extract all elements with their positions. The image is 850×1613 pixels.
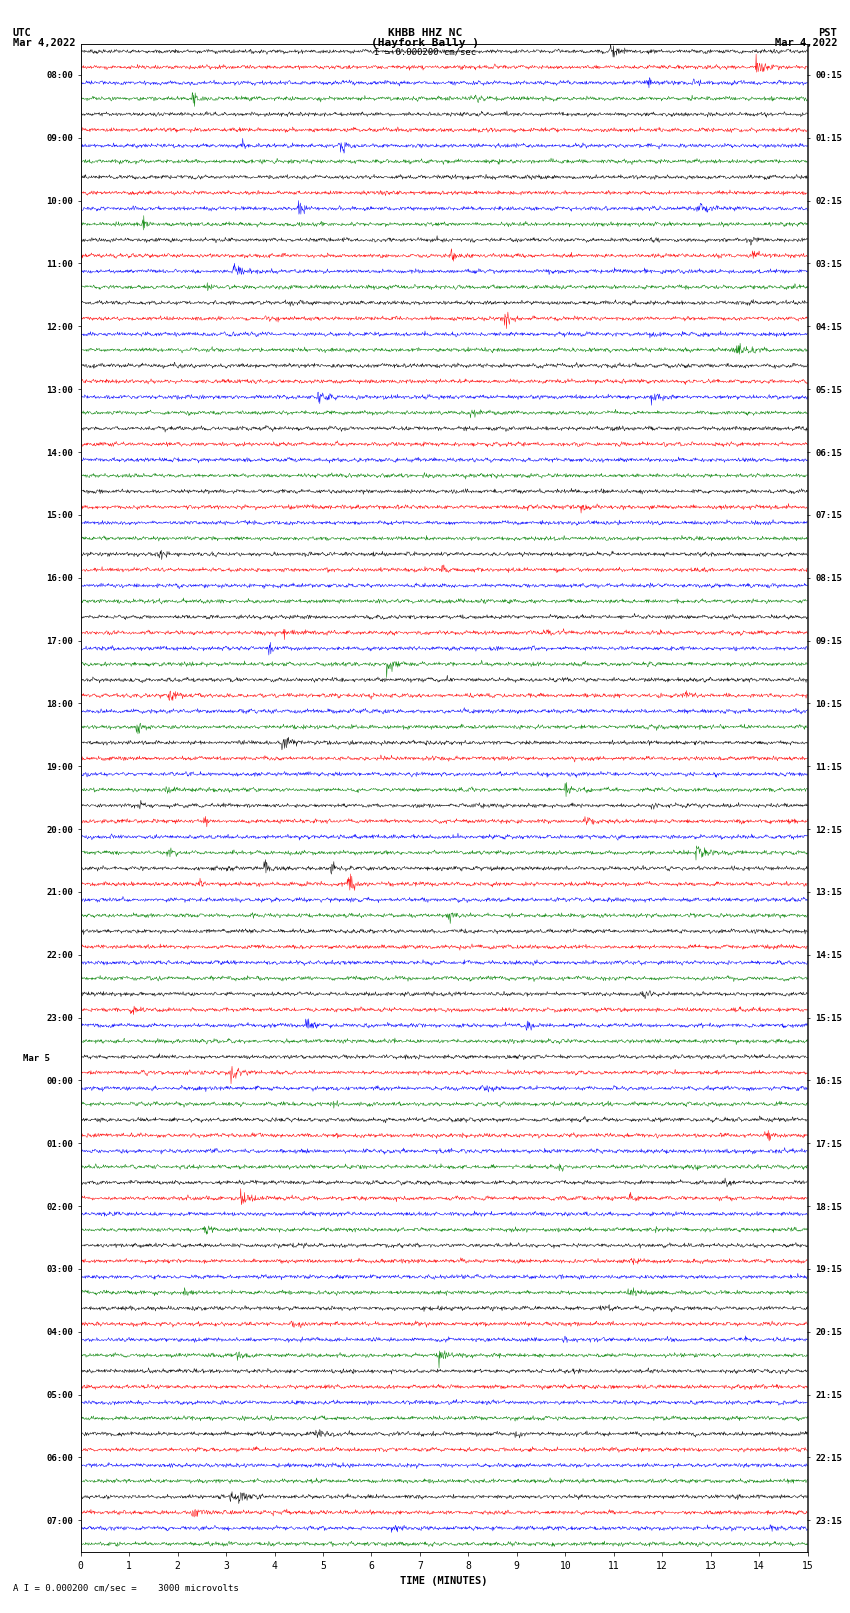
Text: (Hayfork Bally ): (Hayfork Bally ) — [371, 37, 479, 48]
Text: Mar 4,2022: Mar 4,2022 — [774, 37, 837, 48]
Text: UTC: UTC — [13, 29, 31, 39]
Text: I = 0.000200 cm/sec: I = 0.000200 cm/sec — [374, 47, 476, 56]
Text: Mar 4,2022: Mar 4,2022 — [13, 37, 76, 48]
Text: Mar 5: Mar 5 — [23, 1053, 49, 1063]
Text: A I = 0.000200 cm/sec =    3000 microvolts: A I = 0.000200 cm/sec = 3000 microvolts — [13, 1582, 239, 1592]
Text: KHBB HHZ NC: KHBB HHZ NC — [388, 29, 462, 39]
X-axis label: TIME (MINUTES): TIME (MINUTES) — [400, 1576, 488, 1586]
Text: PST: PST — [819, 29, 837, 39]
